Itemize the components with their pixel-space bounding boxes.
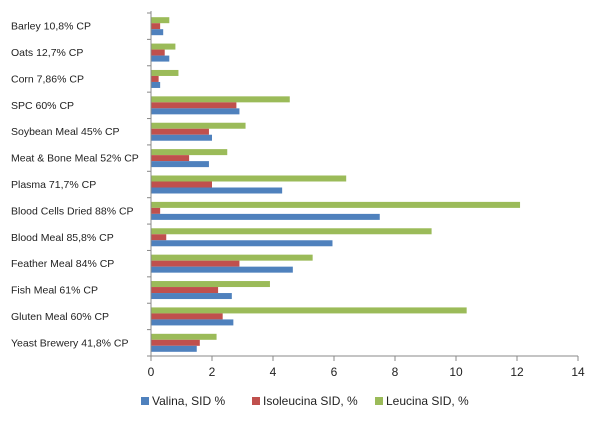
category-label: Meat & Bone Meal 52% CP [11,153,139,165]
x-tick-label: 4 [270,365,277,379]
bar-1-3 [151,81,161,88]
legend-swatch-3 [375,397,383,405]
x-tick-label: 6 [331,365,338,379]
x-tick-label: 10 [449,365,463,379]
bar-3-8 [151,201,521,208]
bar-1-2 [151,55,170,62]
category-label: Feather Meal 84% CP [11,258,114,270]
bar-2-9 [151,234,167,241]
bar-1-6 [151,161,209,168]
bar-2-13 [151,339,200,346]
category-label: Oats 12,7% CP [11,47,83,59]
bar-1-9 [151,240,333,247]
category-labels: Barley 10,8% CP Oats 12,7% CP Corn 7,86% C… [11,21,139,350]
x-tick-label: 2 [209,365,216,379]
bar-2-8 [151,207,161,214]
x-tick-label: 14 [571,365,585,379]
bar-1-12 [151,319,234,326]
category-label: Blood Meal 85,8% CP [11,232,114,244]
category-label: Yeast Brewery 41,8% CP [11,337,129,349]
bar-1-8 [151,213,380,220]
bar-3-11 [151,281,270,288]
bar-1-5 [151,134,212,141]
x-tick-label: 0 [148,365,155,379]
legend-label-1: Valina, SID % [152,394,225,408]
bar-1-11 [151,293,232,300]
bar-3-7 [151,175,347,182]
category-label: Barley 10,8% CP [11,21,91,33]
legend-swatch-1 [141,397,149,405]
bar-3-10 [151,254,313,261]
category-label: Corn 7,86% CP [11,73,84,85]
legend-label-3: Leucina SID, % [386,394,469,408]
bar-2-12 [151,313,223,320]
category-label: Gluten Meal 60% CP [11,311,109,323]
bar-3-13 [151,333,217,340]
legend: Valina, SID % Isoleucina SID, % Leucina SI… [141,394,469,408]
category-label: Plasma 71,7% CP [11,179,96,191]
legend-swatch-2 [252,397,260,405]
bar-3-3 [151,69,179,76]
bar-1-13 [151,345,197,352]
bar-3-9 [151,228,432,235]
bar-2-5 [151,128,209,135]
bar-2-2 [151,49,165,56]
bar-2-10 [151,260,240,267]
category-label: Fish Meal 61% CP [11,285,98,297]
bars-layer [151,17,521,352]
legend-label-2: Isoleucina SID, % [263,394,358,408]
bar-3-6 [151,149,228,156]
bar-2-11 [151,287,219,294]
x-tick-label: 12 [510,365,524,379]
bar-2-6 [151,155,190,162]
bar-1-4 [151,108,240,115]
x-tick-label: 8 [392,365,399,379]
bar-2-1 [151,23,161,30]
category-label: Blood Cells Dried 88% CP [11,205,134,217]
bar-2-7 [151,181,212,188]
category-label: SPC 60% CP [11,100,74,112]
category-label: Soybean Meal 45% CP [11,126,120,138]
bar-2-4 [151,102,237,109]
bar-3-2 [151,43,176,50]
x-axis: 0 2 4 6 8 10 12 14 [147,11,585,379]
bar-3-12 [151,307,467,314]
bar-3-1 [151,17,170,24]
bar-1-1 [151,29,164,36]
bar-3-4 [151,96,290,103]
bar-2-3 [151,75,159,82]
bar-3-5 [151,122,246,129]
bar-1-7 [151,187,283,194]
bar-1-10 [151,266,293,273]
